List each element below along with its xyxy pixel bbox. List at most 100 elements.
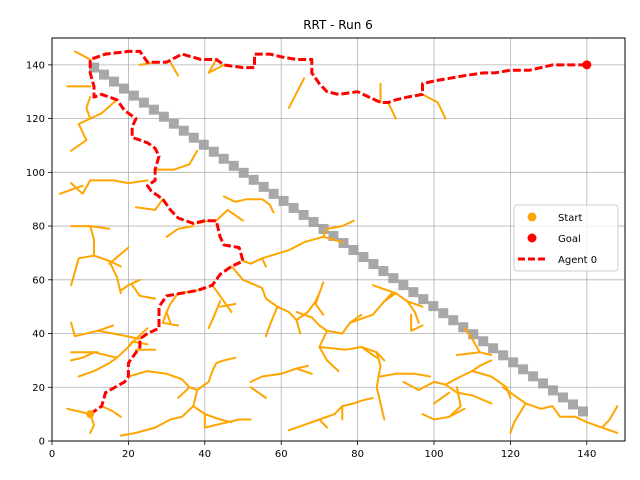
legend-start-label: Start [558,213,583,224]
obstacle-square [338,238,349,249]
legend-goal-label: Goal [558,234,581,245]
obstacle-square [158,111,169,122]
tree-edge [127,340,149,348]
tree-edge [165,311,172,324]
obstacle-square [268,188,279,199]
obstacle-square [198,139,209,150]
obstacle-square [208,146,219,157]
tree-edge [89,225,95,257]
y-tick-label: 60 [32,275,45,286]
tree-edge [154,149,199,171]
x-axis-ticks: 0 20 40 60 80 100 120 140 [49,441,596,460]
tree-edge [108,260,122,295]
obstacle-square [328,230,339,241]
obstacle-square [288,202,299,213]
obstacle-square [428,301,439,312]
tree-edge [89,179,149,185]
y-axis-ticks: 0 20 40 60 80 100 120 140 [26,60,52,448]
obstacle-wall [89,62,588,417]
tree-edge [192,405,233,424]
endpoint-markers [86,60,592,419]
x-tick-label: 80 [351,449,364,460]
x-tick-label: 40 [198,449,211,460]
legend: Start Goal Agent 0 [513,204,619,272]
tree-edge [207,58,225,74]
obstacle-square [98,69,109,80]
x-tick-label: 140 [577,449,596,460]
obstacle-square [298,209,309,220]
tree-edge [421,93,447,120]
tree-edge [203,413,252,429]
tree-edge [108,246,130,265]
obstacle-square [128,90,139,101]
tree-edge [287,77,306,109]
obstacle-square [308,216,319,227]
tree-edge [433,391,451,405]
tree-edge [448,407,466,418]
tree-edge [375,351,386,421]
tree-edge [322,235,344,244]
x-tick-label: 20 [122,449,135,460]
tree-edge [383,292,424,308]
obstacle-square [398,280,409,291]
y-tick-label: 20 [32,383,45,394]
obstacle-square [388,273,399,284]
tree-edge [169,389,199,421]
tree-edge [379,372,432,378]
obstacle-square [358,252,369,263]
tree-edge [387,101,397,120]
tree-edge [371,284,397,295]
obstacle-square [188,132,199,143]
tree-edge [165,225,195,238]
obstacle-square [378,266,389,277]
start-marker [86,410,95,419]
obstacle-square [568,399,579,410]
tree-edge [249,386,267,399]
tree-edge [360,346,378,359]
obstacle-square [89,62,100,73]
obstacle-square [178,125,189,136]
tree-edge [230,265,279,338]
tree-edge [215,208,244,222]
obstacle-square [548,385,559,396]
tree-edge [219,303,237,308]
obstacle-square [348,245,359,256]
obstacle-square [168,118,179,129]
legend-agent-label: Agent 0 [558,255,597,266]
tree-edge [410,313,424,332]
tree-edge [455,351,481,356]
chart-title: RRT - Run 6 [303,18,373,32]
tree-edge [100,405,122,418]
tree-edge [471,370,512,399]
tree-edge [70,254,95,287]
tree-edge [96,324,115,332]
tree-edge [70,96,92,152]
obstacle-square [518,364,529,375]
obstacle-square [228,160,239,171]
obstacle-square [538,378,549,389]
obstacle-square [278,195,289,206]
y-tick-label: 80 [32,222,45,233]
obstacle-square [577,406,588,417]
tree-edge [276,305,302,335]
tree-edge [242,257,267,268]
agent-path [88,49,587,416]
obstacle-square [468,329,479,340]
rrt-tree [58,50,619,437]
obstacle-square [248,174,259,185]
tree-edge [314,292,325,316]
tree-edge [119,278,141,292]
tree-edge [70,179,92,195]
tree-edge [501,386,577,418]
obstacle-square [438,308,449,319]
tree-edge [222,195,275,214]
y-tick-label: 40 [32,329,45,340]
y-tick-label: 100 [26,168,45,179]
obstacle-square [448,315,459,326]
legend-box [513,204,619,272]
obstacle-square [508,357,519,368]
tree-edge [89,98,118,120]
y-tick-label: 0 [39,437,45,448]
x-tick-label: 100 [424,449,443,460]
